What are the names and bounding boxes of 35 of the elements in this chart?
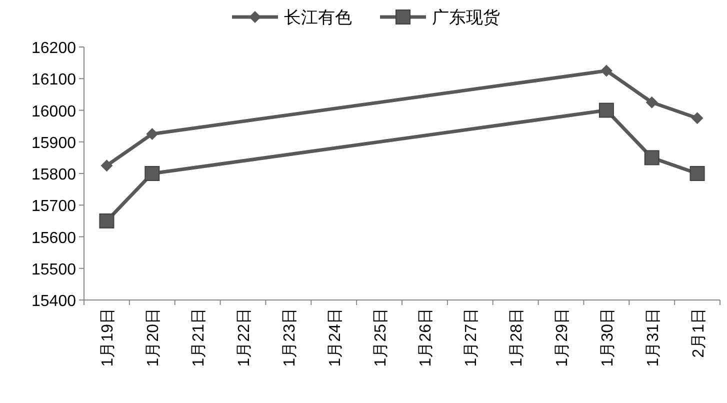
y-tick-label: 15500 [32,261,76,278]
x-tick-label: 1月20日 [145,308,162,367]
point [600,64,612,77]
y-tick-label: 15700 [32,198,76,216]
x-tick-label: 1月30日 [599,308,616,367]
point [690,166,705,181]
point [99,213,114,228]
x-tick-label: 1月22日 [236,308,253,367]
legend-label: 广东现货 [432,8,500,27]
y-tick-label: 15800 [32,166,76,184]
point [100,160,113,172]
x-tick-label: 1月29日 [554,308,571,367]
legend-label: 长江有色 [284,8,352,27]
y-tick-label: 16200 [32,40,76,57]
y-tick-label: 16000 [32,103,76,120]
x-tick-label: 1月27日 [463,308,480,367]
point [146,128,158,140]
y-tick-label: 16100 [32,72,76,89]
point [644,150,660,166]
x-tick-label: 1月24日 [326,308,344,367]
y-tick-label: 15400 [32,293,76,310]
x-tick-label: 1月23日 [281,308,298,367]
x-tick-label: 1月21日 [190,308,208,367]
y-tick-label: 15900 [32,134,76,152]
point [646,96,658,108]
x-tick-label: 1月26日 [418,308,435,367]
point [598,102,614,118]
x-tick-label: 1月28日 [508,308,526,367]
x-tick-label: 1月19日 [100,308,117,367]
point [144,166,160,181]
x-tick-label: 1月25日 [372,308,390,367]
y-tick-label: 15600 [32,230,76,247]
point [691,112,704,124]
x-tick-label: 2月1日 [690,308,708,358]
x-tick-label: 1月31日 [644,308,662,367]
